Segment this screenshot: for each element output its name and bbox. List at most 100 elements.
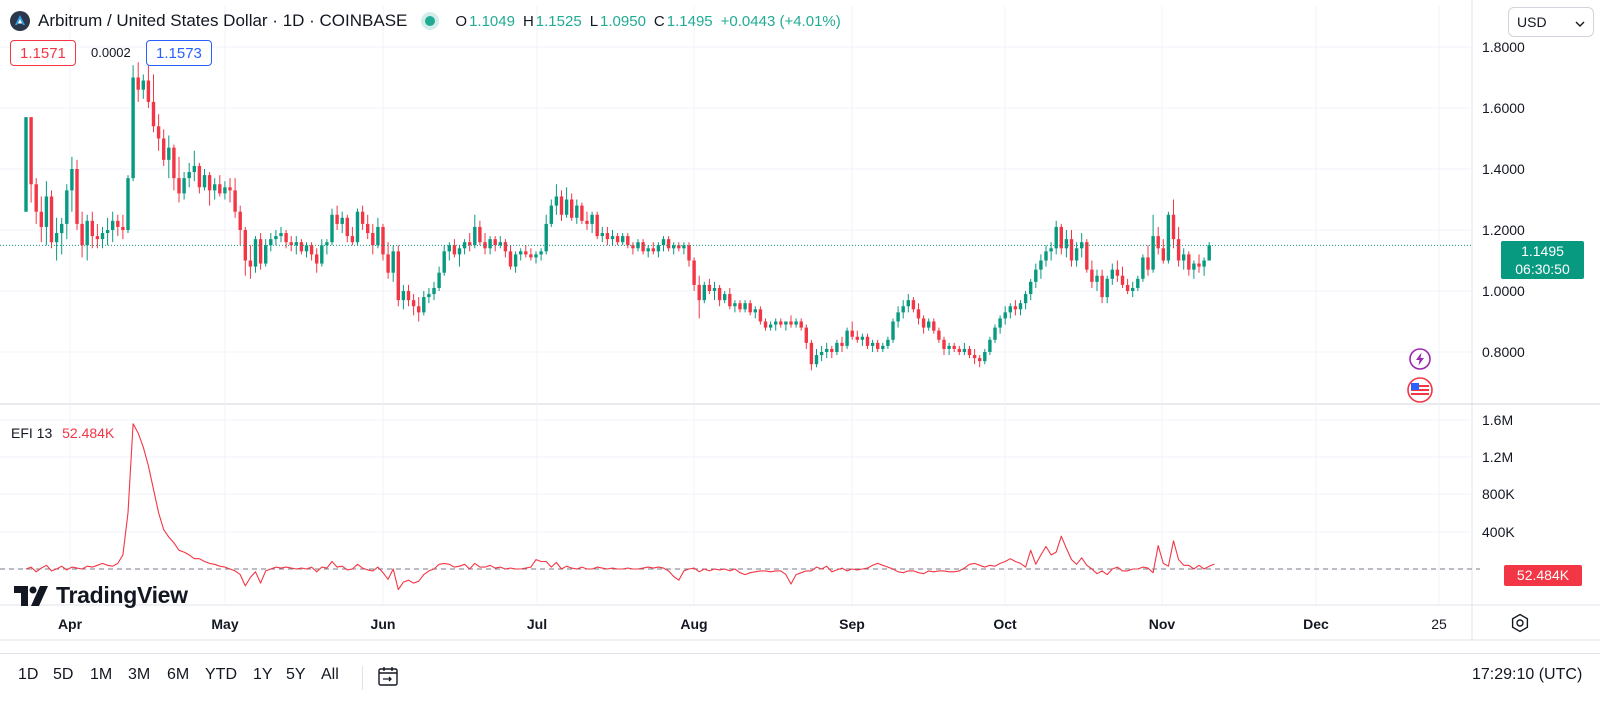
utc-clock[interactable]: 17:29:10 (UTC) <box>1472 666 1583 683</box>
candle <box>411 294 416 316</box>
range-1d-button[interactable]: 1D <box>18 666 39 683</box>
efi-indicator-value: 52.484K <box>62 425 115 441</box>
candle-body <box>253 239 258 267</box>
sell-price-button[interactable]: 1.1571 <box>10 40 76 66</box>
efi-line <box>25 423 1215 591</box>
arbitrum-logo-icon[interactable] <box>10 11 30 31</box>
candle-body <box>646 248 650 252</box>
candle-body <box>615 236 620 243</box>
time-axis-label-6: Oct <box>993 616 1017 632</box>
candle <box>65 184 69 240</box>
candle <box>947 342 951 356</box>
candle-body <box>804 327 808 343</box>
price-axis-tick-5: 0.8000 <box>1482 344 1525 360</box>
candle <box>850 321 854 340</box>
candle <box>243 226 247 276</box>
candle <box>213 178 217 200</box>
buy-price-button[interactable]: 1.1573 <box>146 40 212 66</box>
candle-body <box>937 330 941 340</box>
candle <box>1110 263 1114 285</box>
candle <box>417 297 421 322</box>
range-1m-button[interactable]: 1M <box>90 666 113 683</box>
candle-body <box>702 284 706 301</box>
calendar-range-icon[interactable] <box>376 664 400 693</box>
range-5y-button[interactable]: 5Y <box>286 666 306 683</box>
candle-body <box>748 303 752 313</box>
tradingview-wordmark: TradingView <box>56 582 188 608</box>
candle-body <box>85 220 89 246</box>
candle-body <box>131 77 135 179</box>
candle-body <box>850 330 854 337</box>
efi-legend[interactable]: EFI 13 52.484K <box>11 425 114 441</box>
candle <box>911 297 916 313</box>
candle-body <box>881 345 885 349</box>
candle-body <box>116 220 120 227</box>
candle <box>447 242 451 261</box>
range-3m-button[interactable]: 3M <box>128 666 151 683</box>
candle-body <box>111 220 115 230</box>
candle-body <box>687 245 691 261</box>
candle-body <box>1115 269 1120 276</box>
candle-body <box>1131 287 1135 291</box>
candle <box>218 175 222 197</box>
candle-body <box>60 223 64 234</box>
candle-body <box>167 147 171 160</box>
lightning-icon[interactable] <box>1409 348 1431 375</box>
time-axis-label-5: Sep <box>839 616 865 632</box>
candle <box>315 248 319 273</box>
candle <box>865 333 870 349</box>
candle-body <box>947 345 951 349</box>
range-ytd-button[interactable]: YTD <box>205 666 237 683</box>
candle-body <box>452 245 457 255</box>
candle <box>738 300 742 313</box>
candle <box>972 348 977 365</box>
range-1y-button[interactable]: 1Y <box>253 666 273 683</box>
candle <box>299 239 304 255</box>
candle <box>29 117 33 203</box>
candle <box>54 217 59 261</box>
candle-body <box>44 196 49 227</box>
currency-select[interactable]: USD <box>1508 7 1594 37</box>
candle <box>830 345 834 359</box>
candle <box>279 226 283 243</box>
candle <box>90 211 94 249</box>
candle-body <box>105 230 110 234</box>
high-value: 1.1525 <box>535 12 582 30</box>
us-flag-icon[interactable] <box>1406 377 1434 408</box>
close-label: C <box>653 12 665 30</box>
symbol-title[interactable]: Arbitrum / United States Dollar · 1D · C… <box>38 11 408 30</box>
candle-body <box>172 147 176 179</box>
candle-body <box>1120 275 1125 285</box>
candle-body <box>549 205 553 224</box>
candle-body <box>95 236 100 240</box>
candle-body <box>1085 242 1089 270</box>
candle <box>677 242 681 252</box>
candle-body <box>972 355 977 359</box>
candle <box>264 239 268 267</box>
range-6m-button[interactable]: 6M <box>167 666 190 683</box>
candle-body <box>248 260 253 267</box>
candle <box>927 318 931 331</box>
toolbar-divider <box>362 666 363 690</box>
range-5d-button[interactable]: 5D <box>53 666 74 683</box>
candle <box>712 281 717 301</box>
candle <box>728 287 732 310</box>
candle-body <box>590 214 594 224</box>
candle-body <box>876 342 880 349</box>
candle <box>39 196 43 243</box>
gear-icon[interactable] <box>1510 613 1530 638</box>
candle-body <box>600 233 604 237</box>
candle <box>253 236 258 273</box>
candle-body <box>1034 269 1038 282</box>
candle <box>733 300 737 313</box>
efi-series <box>0 423 1480 591</box>
candle-body <box>957 348 961 352</box>
spread-value: 0.0002 <box>91 45 131 60</box>
candle-body <box>819 352 824 356</box>
candle-body <box>962 348 967 352</box>
tradingview-logo[interactable]: TradingView <box>14 582 188 609</box>
candle <box>855 330 859 343</box>
range-all-button[interactable]: All <box>321 666 339 683</box>
candle <box>952 342 956 352</box>
